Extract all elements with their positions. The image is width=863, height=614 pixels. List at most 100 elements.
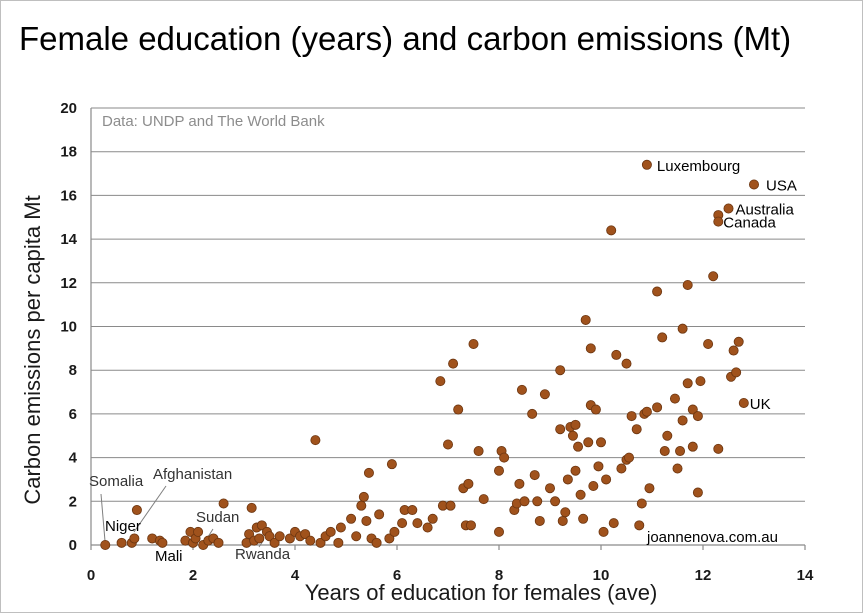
x-tick-label: 6 (393, 567, 401, 584)
annotation-leader-line (100, 493, 106, 542)
data-point (527, 408, 538, 419)
data-point (608, 518, 619, 529)
data-point (749, 179, 760, 190)
data-point (412, 518, 423, 529)
data-point (256, 520, 267, 531)
data-point (557, 515, 568, 526)
data-point (570, 465, 581, 476)
data-point (333, 537, 344, 548)
data-point (453, 404, 464, 415)
data-point (346, 513, 357, 524)
data-point (738, 397, 749, 408)
data-point (532, 496, 543, 507)
data-point (264, 531, 275, 542)
data-point (692, 411, 703, 422)
data-point (407, 505, 418, 516)
data-point (590, 404, 601, 415)
data-point (731, 367, 742, 378)
y-tick-label: 10 (60, 319, 77, 336)
y-tick-label: 0 (69, 537, 77, 554)
x-tick-label: 0 (87, 567, 95, 584)
data-point (389, 526, 400, 537)
data-point (692, 487, 703, 498)
y-tick-label: 6 (69, 406, 77, 423)
data-point (626, 411, 637, 422)
data-point (644, 483, 655, 494)
data-point (652, 402, 663, 413)
data-point (435, 376, 446, 387)
data-point (305, 535, 316, 546)
data-point (351, 531, 362, 542)
data-point (539, 389, 550, 400)
data-point (545, 483, 556, 494)
data-point (384, 533, 395, 544)
point-label-luxembourg: Luxembourg (657, 158, 740, 175)
data-point (578, 513, 589, 524)
data-point (514, 478, 525, 489)
data-point (598, 526, 609, 537)
y-tick-label: 8 (69, 362, 77, 379)
data-point (588, 481, 599, 492)
credit-text: joannenova.com.au (646, 529, 778, 546)
data-point (672, 463, 683, 474)
data-point (300, 529, 311, 540)
data-point (616, 463, 627, 474)
data-points (100, 159, 760, 551)
data-point (422, 522, 433, 533)
data-point (677, 323, 688, 334)
point-label-afghanistan: Afghanistan (153, 466, 232, 483)
data-point (363, 467, 374, 478)
data-point (246, 502, 257, 513)
data-point (356, 500, 367, 511)
data-point (427, 513, 438, 524)
data-point (687, 441, 698, 452)
data-point (371, 537, 382, 548)
data-point (529, 470, 540, 481)
data-point (473, 446, 484, 457)
point-label-rwanda: Rwanda (235, 546, 291, 563)
chart-title: Female education (years) and carbon emis… (19, 20, 791, 57)
data-point (315, 537, 326, 548)
data-point (708, 271, 719, 282)
data-point (611, 349, 622, 360)
data-point (274, 531, 285, 542)
data-point (218, 498, 229, 509)
annotation-leader-line (133, 485, 167, 533)
data-point (519, 496, 530, 507)
data-point (550, 496, 561, 507)
y-tick-label: 2 (69, 493, 77, 510)
data-point (695, 376, 706, 387)
data-point (631, 424, 642, 435)
x-tick-label: 4 (291, 567, 300, 584)
data-point (361, 515, 372, 526)
data-point (463, 478, 474, 489)
data-point (634, 520, 645, 531)
data-point (713, 216, 724, 227)
data-point (728, 345, 739, 356)
point-label-usa: USA (766, 177, 797, 194)
data-point (116, 537, 127, 548)
data-point (445, 500, 456, 511)
gridlines (91, 107, 805, 502)
data-point (575, 489, 586, 500)
point-label-somalia: Somalia (89, 473, 144, 490)
data-point (465, 520, 476, 531)
data-point (335, 522, 346, 533)
data-point (499, 452, 510, 463)
data-point (585, 343, 596, 354)
data-point (682, 378, 693, 389)
data-point (100, 540, 111, 551)
point-label-sudan: Sudan (196, 509, 239, 526)
data-point (593, 461, 604, 472)
data-point (555, 424, 566, 435)
data-point (624, 452, 635, 463)
x-tick-label: 8 (495, 567, 503, 584)
point-label-niger: Niger (105, 518, 141, 535)
data-point (442, 439, 453, 450)
data-point (641, 159, 652, 170)
point-label-mali: Mali (155, 548, 183, 565)
data-point (193, 526, 204, 537)
